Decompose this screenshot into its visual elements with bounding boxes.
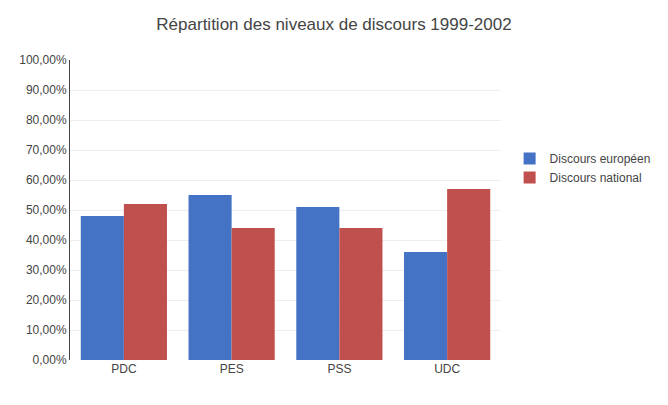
svg-text:UDC: UDC	[434, 362, 460, 376]
svg-text:90,00%: 90,00%	[26, 83, 67, 97]
svg-text:30,00%: 30,00%	[26, 263, 67, 277]
svg-text:60,00%: 60,00%	[26, 173, 67, 187]
svg-text:10,00%: 10,00%	[26, 323, 67, 337]
svg-text:50,00%: 50,00%	[26, 203, 67, 217]
svg-text:Discours national: Discours national	[550, 171, 642, 185]
svg-text:PES: PES	[220, 362, 244, 376]
svg-text:PSS: PSS	[327, 362, 351, 376]
svg-text:Discours européen: Discours européen	[550, 152, 651, 166]
svg-text:100,00%: 100,00%	[19, 53, 67, 67]
svg-text:0,00%: 0,00%	[33, 353, 67, 367]
svg-text:PDC: PDC	[111, 362, 137, 376]
svg-text:80,00%: 80,00%	[26, 113, 67, 127]
svg-text:40,00%: 40,00%	[26, 233, 67, 247]
svg-text:70,00%: 70,00%	[26, 143, 67, 157]
svg-text:Répartition des niveaux de dis: Répartition des niveaux de discours 1999…	[156, 15, 511, 34]
svg-text:20,00%: 20,00%	[26, 293, 67, 307]
